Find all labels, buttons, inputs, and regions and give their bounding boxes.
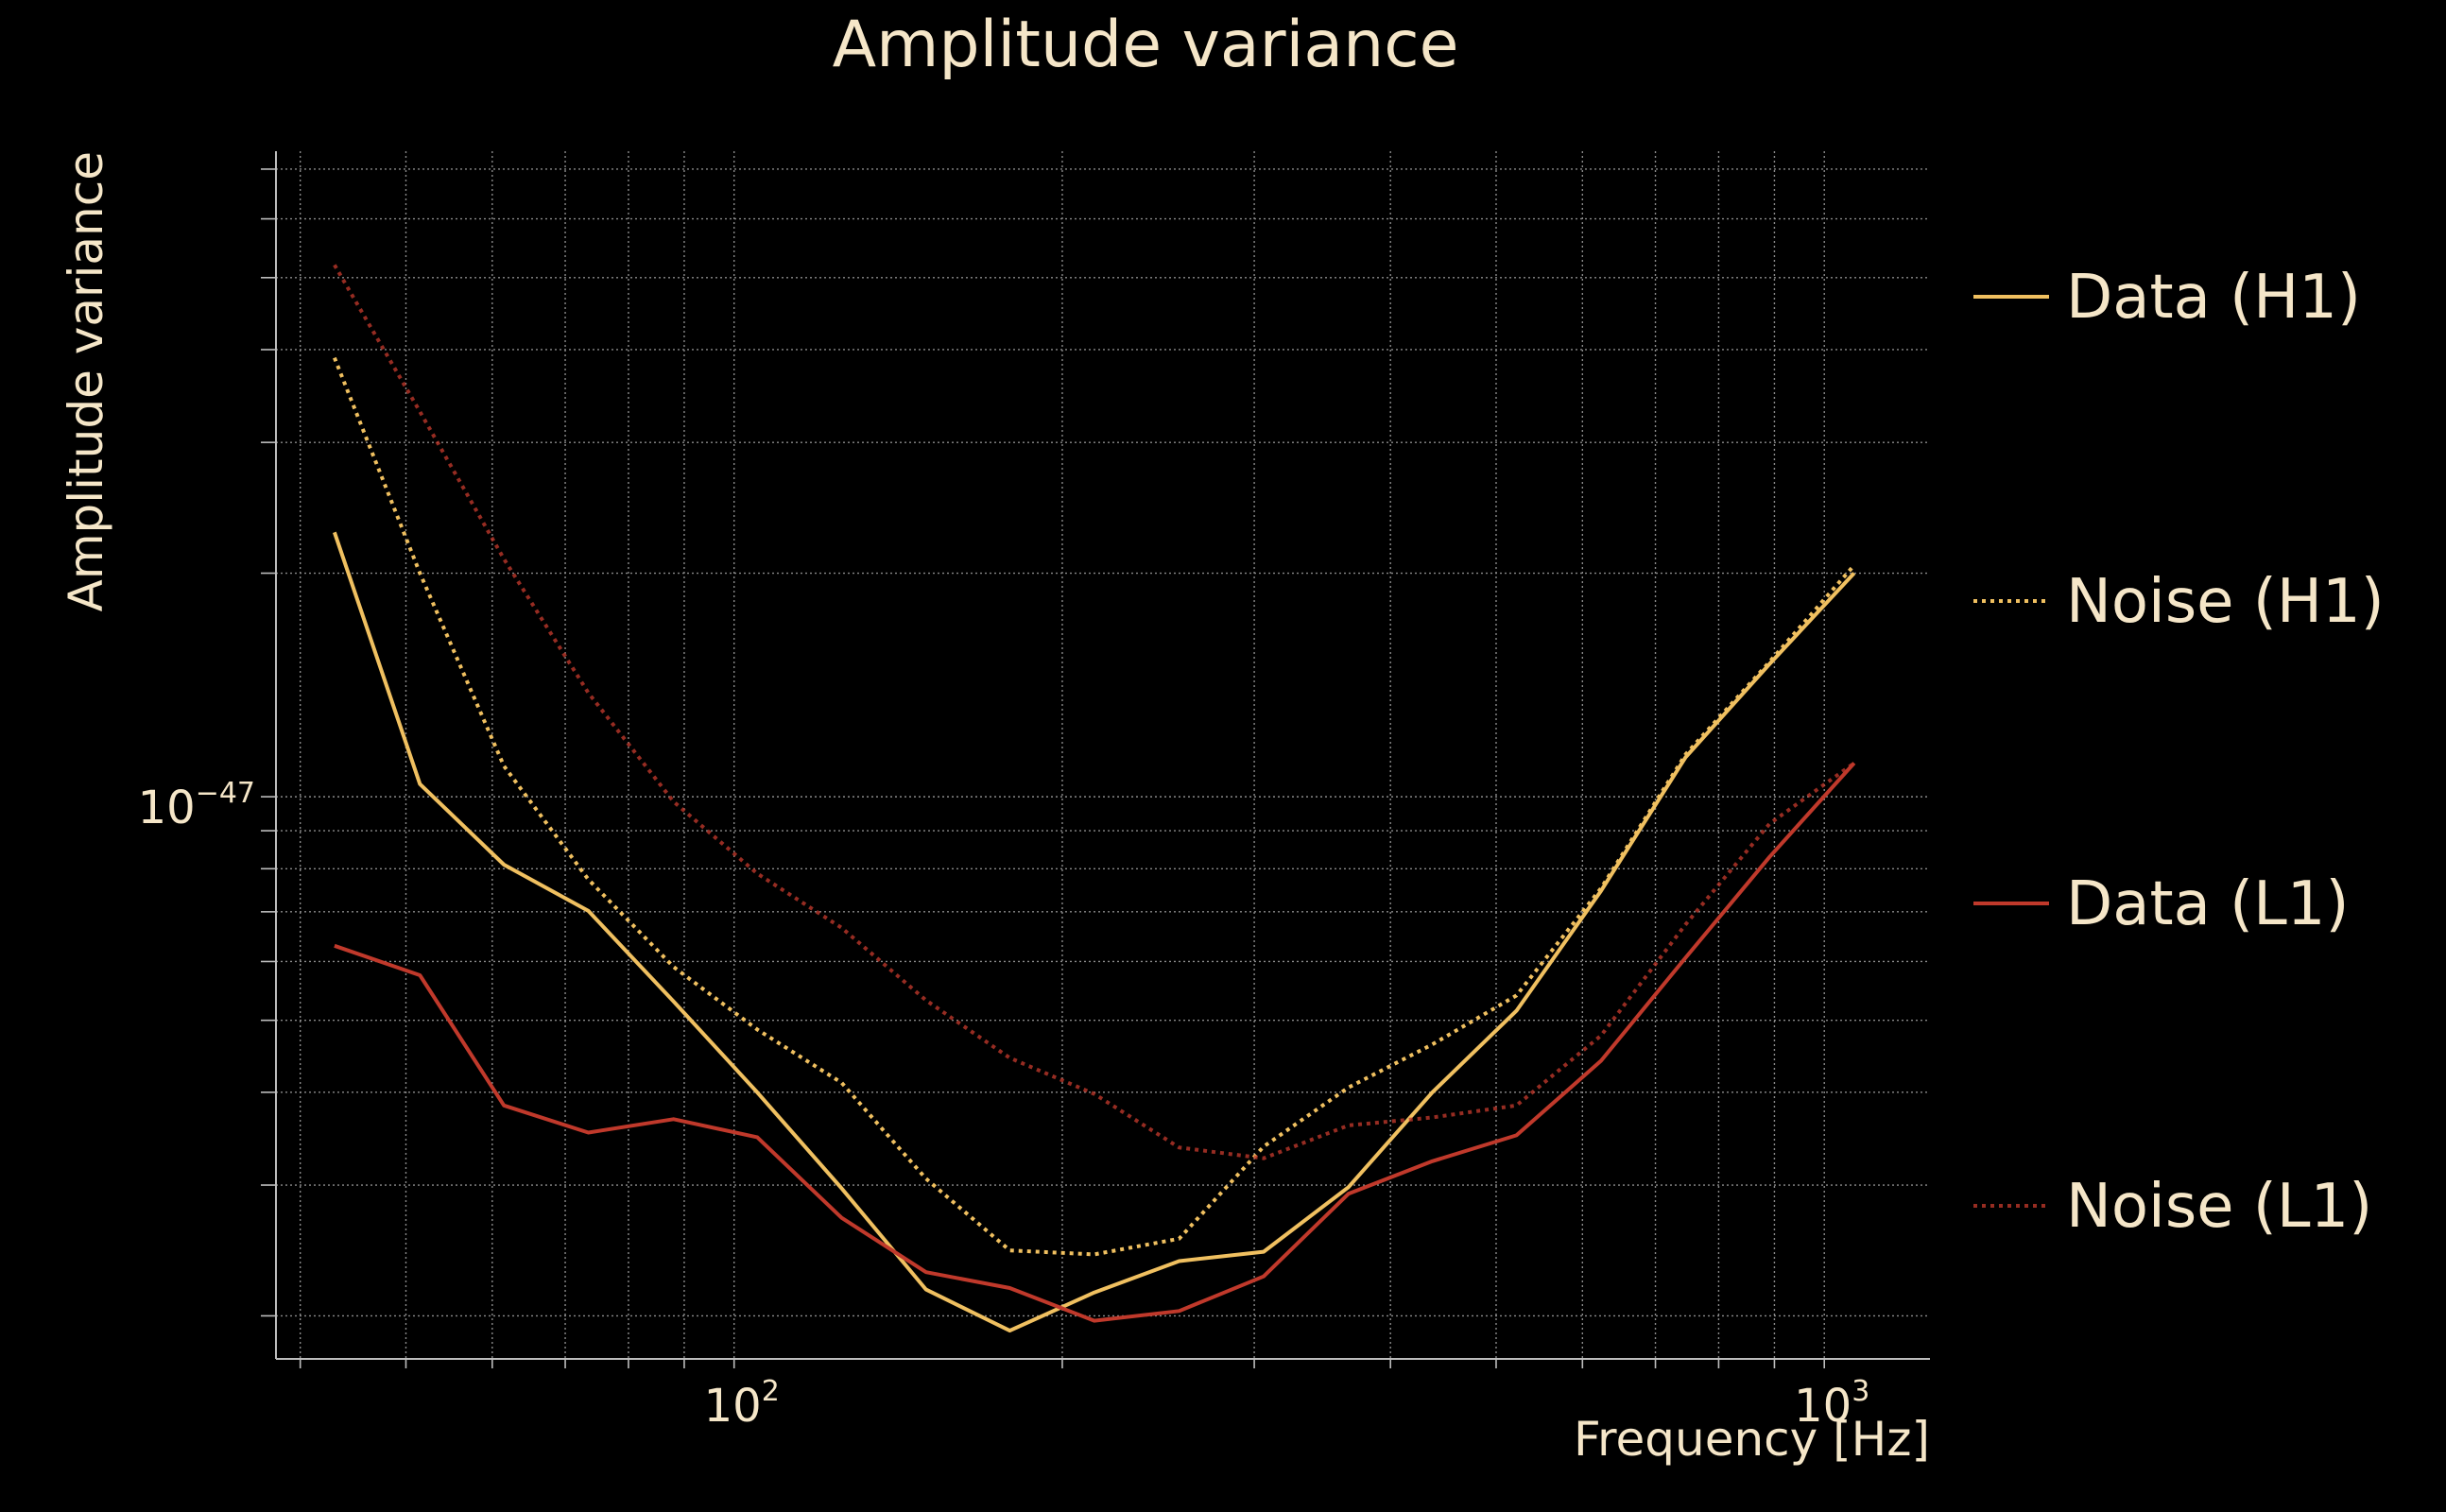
- tick-labels: 102 103 10−47: [138, 777, 1870, 1433]
- x-tick-label: 103: [1794, 1375, 1869, 1433]
- series-line-noise-l1: [333, 264, 1855, 1160]
- chart-title: Amplitude variance: [833, 8, 1459, 82]
- axes: [261, 151, 1930, 1368]
- series-line-data-l1: [334, 762, 1856, 1323]
- legend-label-data-l1: Data (L1): [2066, 869, 2349, 939]
- x-tick-label: 102: [704, 1375, 780, 1433]
- series-lines: [333, 264, 1856, 1333]
- grid-lines: [276, 151, 1930, 1359]
- legend-label-noise-l1: Noise (L1): [2066, 1172, 2372, 1242]
- legend: Data (H1) Noise (H1) Data (L1) Noise (L1): [1973, 263, 2385, 1242]
- legend-label-noise-h1: Noise (H1): [2066, 567, 2385, 637]
- y-axis-label: Amplitude variance: [59, 151, 113, 611]
- x-axis-label: Frequency [Hz]: [1574, 1412, 1930, 1467]
- legend-label-data-h1: Data (H1): [2066, 263, 2361, 333]
- y-tick-label: 10−47: [138, 777, 255, 834]
